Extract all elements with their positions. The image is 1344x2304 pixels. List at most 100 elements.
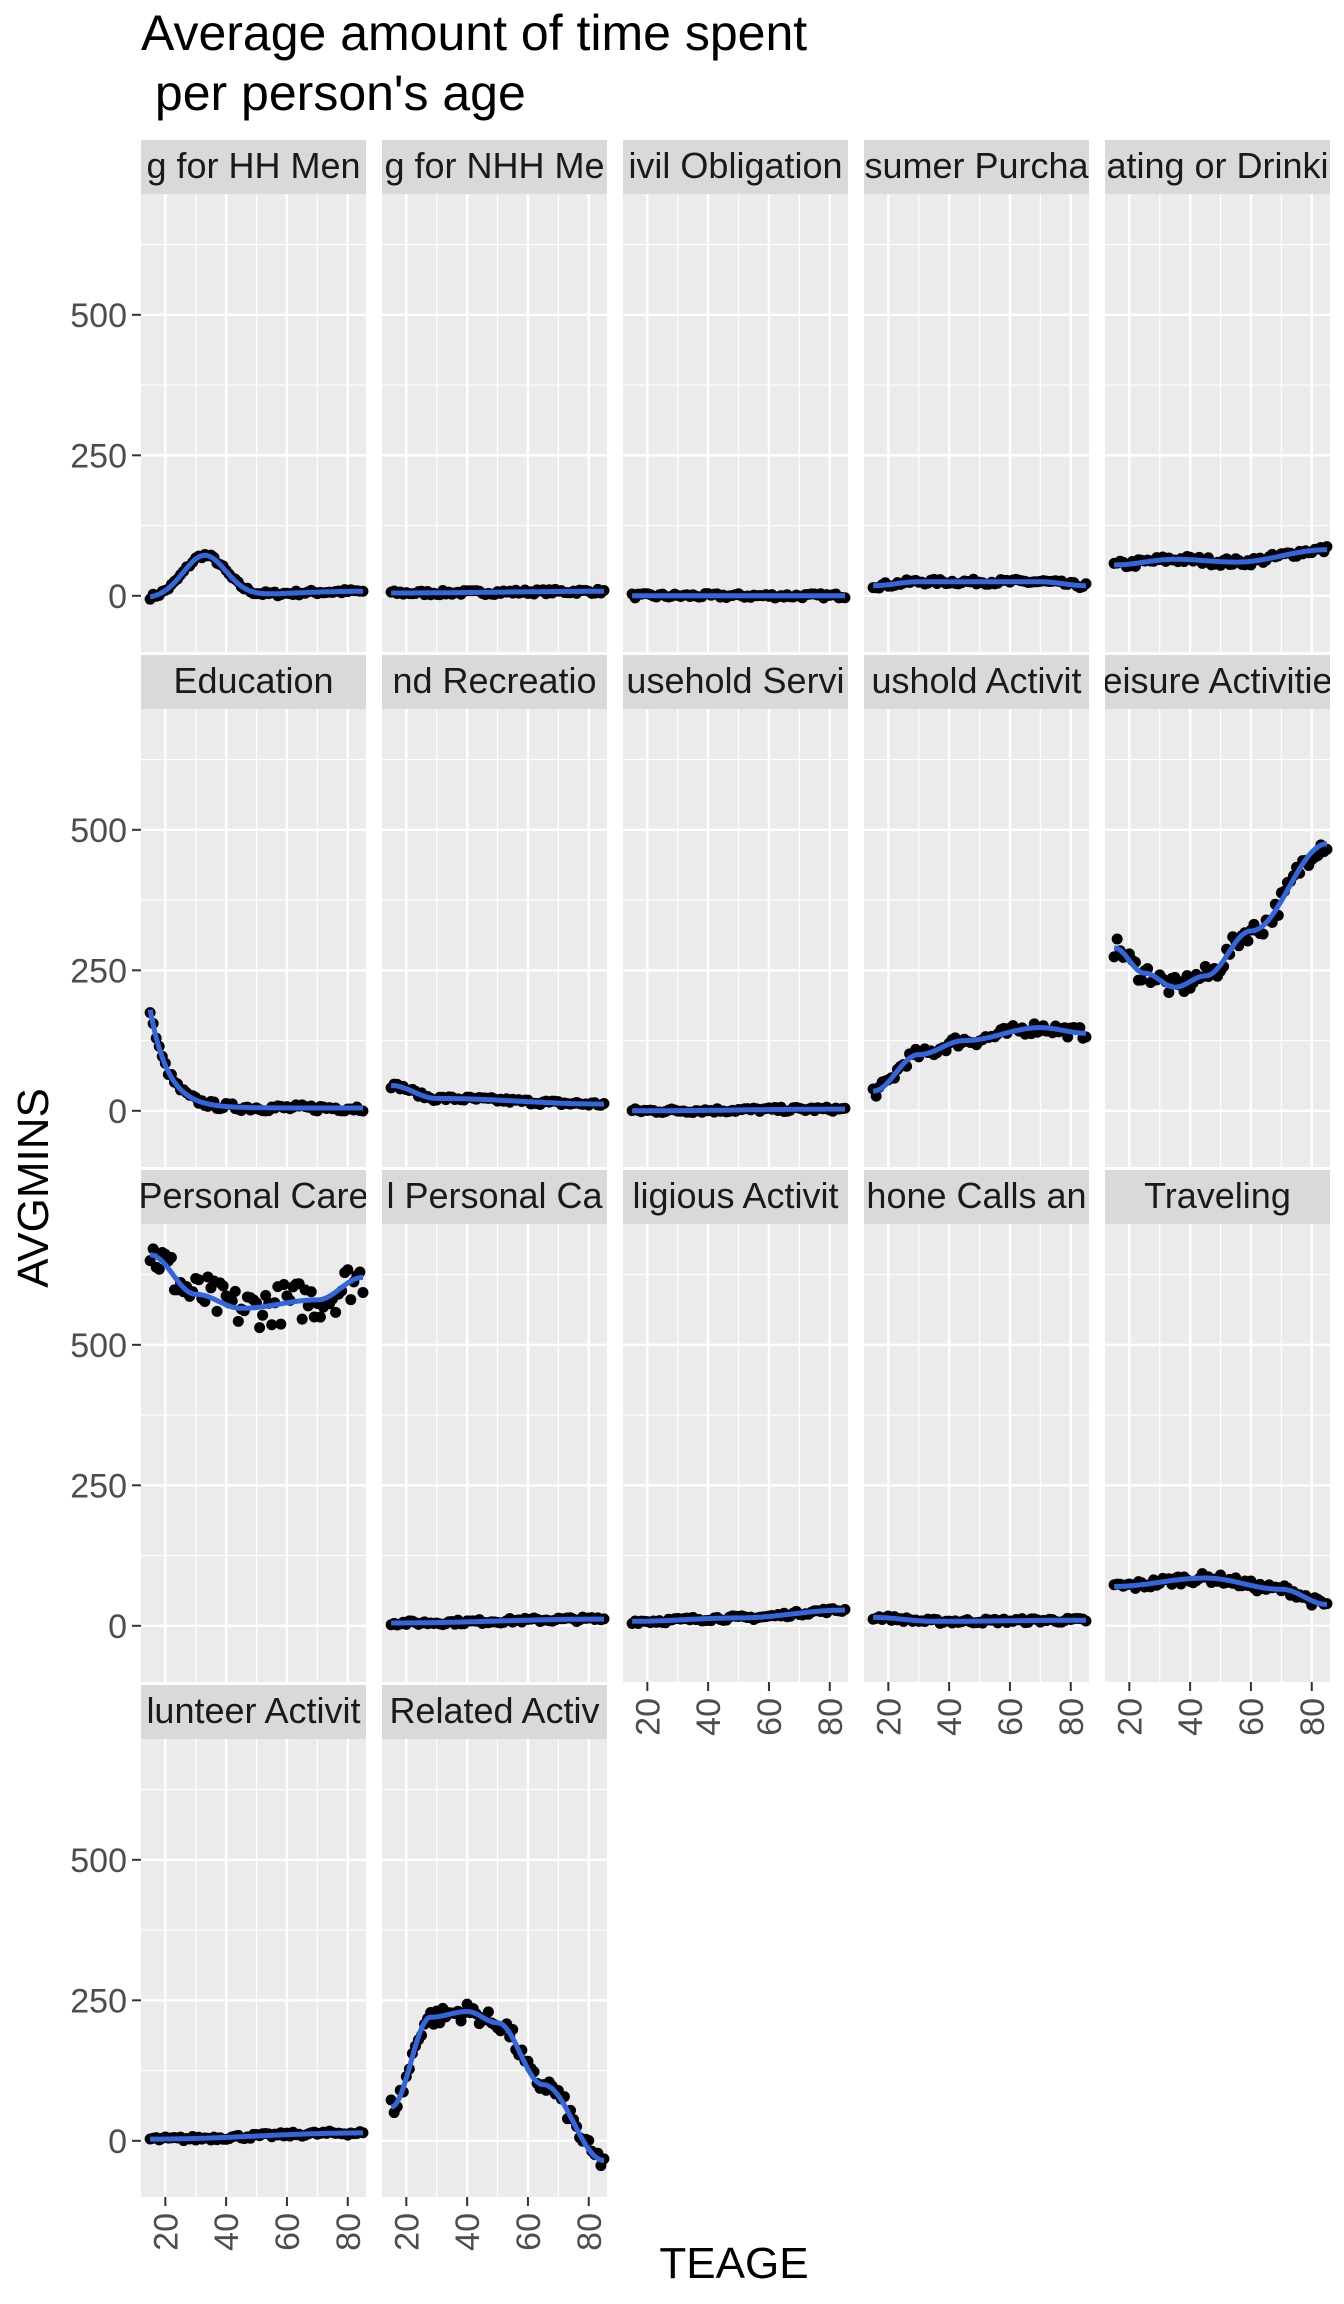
facet-strip-label: lunteer Activit <box>146 1690 360 1731</box>
x-tick-label: 60 <box>751 1698 789 1736</box>
smooth-line <box>1113 841 1328 990</box>
data-point <box>330 1306 342 1318</box>
chart-title: Average amount of time spent per person'… <box>141 5 807 121</box>
facet-strip <box>1105 655 1330 709</box>
data-point <box>1111 933 1123 945</box>
facet-strip <box>141 1170 366 1224</box>
facet-strip <box>623 1170 848 1224</box>
data-point <box>229 1285 241 1297</box>
data-point <box>153 1263 165 1275</box>
x-tick-label: 80 <box>1053 1698 1091 1736</box>
facet-strip-label: usehold Servi <box>626 660 844 701</box>
x-tick-label: 20 <box>147 2213 185 2251</box>
facet-strip <box>623 140 848 194</box>
facet-panel: Personal Care 0 250 500 <box>70 1170 369 1682</box>
facet-panel: hone Calls an 20 40 60 80 <box>864 1170 1092 1736</box>
y-tick-label: 500 <box>70 812 127 850</box>
panel-background <box>864 709 1089 1167</box>
x-tick-label: 80 <box>1294 1698 1332 1736</box>
data-point <box>211 1305 223 1317</box>
panel-background <box>382 194 607 652</box>
panel-background <box>623 709 848 1167</box>
y-tick-label: 500 <box>70 297 127 335</box>
smooth-line <box>872 1025 1087 1094</box>
smooth-line <box>872 579 1087 589</box>
facet-strip <box>864 655 1089 709</box>
facet-panel: l Personal Ca <box>382 1170 610 1682</box>
data-point <box>278 1279 290 1291</box>
smooth-line <box>149 552 364 600</box>
y-tick-label: 250 <box>70 1982 127 2020</box>
facet-strip <box>382 655 607 709</box>
facet-strip <box>864 1170 1089 1224</box>
data-point <box>482 2006 494 2018</box>
facet-panel: g for HH Men 0 250 500 <box>70 140 369 652</box>
x-tick-label: 20 <box>388 2213 426 2251</box>
facet-strip <box>141 655 366 709</box>
y-tick-label: 0 <box>108 1608 127 1646</box>
facet-strip-label: g for NHH Me <box>384 145 604 186</box>
data-point <box>232 1315 244 1327</box>
y-axis-label: AVGMINS <box>9 1088 58 1288</box>
data-point <box>275 1318 287 1330</box>
x-tick-label: 20 <box>629 1698 667 1736</box>
facet-strip <box>382 1170 607 1224</box>
facet-strip <box>623 655 848 709</box>
facet-strip-label: ushold Activit <box>871 660 1081 701</box>
panel-background <box>141 709 366 1167</box>
data-point <box>305 1286 317 1298</box>
facet-strip-label: eisure Activitie <box>1102 660 1332 701</box>
data-point <box>1163 987 1175 999</box>
data-point <box>1257 928 1269 940</box>
facet-panel: sumer Purcha <box>864 140 1092 652</box>
data-point <box>314 1311 326 1323</box>
data-point <box>1181 970 1193 982</box>
x-tick-label: 40 <box>931 1698 969 1736</box>
x-tick-label: 60 <box>1233 1698 1271 1736</box>
panel-background <box>382 1224 607 1682</box>
y-tick-label: 0 <box>108 578 127 616</box>
y-tick-label: 500 <box>70 1327 127 1365</box>
x-tick-label: 20 <box>1111 1698 1149 1736</box>
data-point <box>342 1264 354 1276</box>
facet-panel: Traveling 20 40 60 80 <box>1105 1170 1333 1736</box>
x-tick-label: 60 <box>269 2213 307 2251</box>
facet-strip <box>1105 140 1330 194</box>
panel-background <box>864 1224 1089 1682</box>
y-tick-label: 0 <box>108 1093 127 1131</box>
y-tick-label: 250 <box>70 437 127 475</box>
smooth-line <box>631 1106 846 1114</box>
facet-strip <box>1105 1170 1330 1224</box>
smooth-line <box>1113 547 1328 568</box>
smooth-line <box>390 1616 605 1626</box>
facet-panel: Education 0 250 500 <box>70 655 369 1167</box>
facet-panel: eisure Activitie <box>1102 655 1333 1167</box>
panel-background <box>1105 194 1330 652</box>
panel-background <box>1105 709 1330 1167</box>
data-point <box>345 1294 357 1306</box>
facet-strip <box>141 1685 366 1739</box>
panel-background <box>623 1224 848 1682</box>
x-tick-label: 80 <box>330 2213 368 2251</box>
facet-panel: g for NHH Me <box>382 140 610 652</box>
data-point <box>165 1251 177 1263</box>
facet-strip-label: ligious Activit <box>632 1175 838 1216</box>
facet-panel: Related Activ 20 40 60 80 <box>382 1685 610 2251</box>
panel-background <box>1105 1224 1330 1682</box>
smooth-line <box>1113 1575 1328 1607</box>
facet-panel: ating or Drinki <box>1105 140 1333 652</box>
x-tick-label: 40 <box>690 1698 728 1736</box>
panel-background <box>141 1739 366 2197</box>
data-point <box>193 1274 205 1286</box>
facet-strip-label: sumer Purcha <box>864 145 1089 186</box>
smooth-line <box>149 2130 364 2142</box>
data-point <box>257 1309 269 1321</box>
data-point <box>1135 974 1147 986</box>
facet-strip <box>141 140 366 194</box>
data-point <box>217 1280 229 1292</box>
facet-panel: nd Recreatio <box>382 655 610 1167</box>
panel-background <box>623 194 848 652</box>
y-tick-label: 500 <box>70 1842 127 1880</box>
smooth-line <box>390 588 605 596</box>
x-tick-label: 40 <box>208 2213 246 2251</box>
